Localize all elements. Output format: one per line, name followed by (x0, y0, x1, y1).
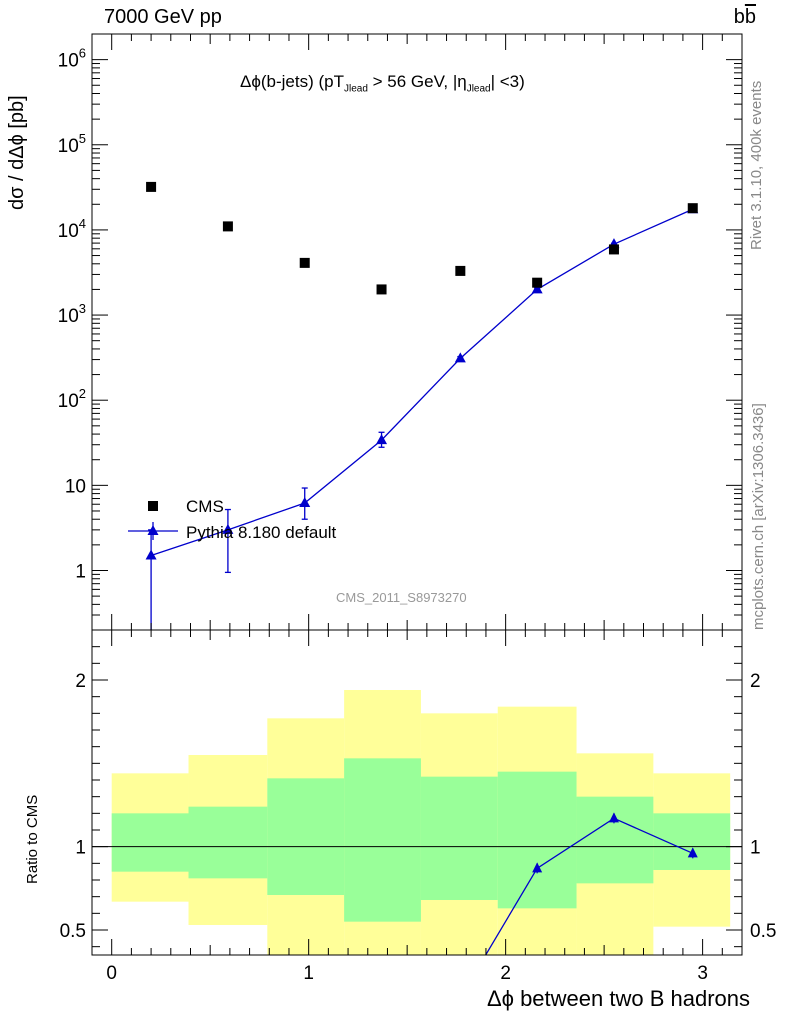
inner-band-bin (653, 813, 731, 870)
legend-marker-cms (148, 501, 158, 511)
main-y-tick-label: 103 (58, 301, 86, 327)
chart-title: Δϕ(b-jets) (pTJlead > 56 GeV, |ηJlead| <… (240, 72, 525, 94)
inner-band-bin (420, 776, 498, 900)
title-sub2: Jlead (466, 83, 491, 95)
legend-label-cms: CMS (186, 497, 224, 516)
process-label: bb (734, 6, 756, 29)
ratio-y-axis-label: Ratio to CMS (24, 794, 41, 884)
cms-point (532, 277, 543, 288)
cms-point (455, 265, 466, 276)
ratio-y-tick-label-right: 0.5 (750, 921, 776, 942)
cms-point (687, 203, 698, 214)
cms-point (608, 244, 619, 255)
title-sub1: Jlead (344, 83, 368, 95)
cms-point (376, 284, 387, 295)
x-tick-label: 1 (303, 963, 314, 984)
ratio-y-tick-label: 0.5 (60, 921, 86, 942)
inner-band-bin (111, 813, 189, 872)
main-y-axis-label: dσ / dΔϕ [pb] (6, 95, 28, 210)
inner-band-bin (497, 771, 577, 909)
inner-band-bin (576, 796, 654, 884)
ratio-y-tick-label: 2 (75, 671, 86, 692)
x-tick-label: 2 (500, 963, 511, 984)
x-axis-label: Δϕ between two B hadrons (486, 986, 750, 1011)
legend-label-pythia: Pythia 8.180 default (186, 523, 337, 542)
process-b-bar: b (744, 6, 756, 28)
main-y-tick-label: 104 (58, 216, 86, 242)
title-pre: Δϕ(b-jets) (pT (240, 72, 344, 91)
cms-point (299, 257, 310, 268)
ratio-pythia-line (484, 817, 694, 955)
pythia-point (454, 352, 466, 363)
pythia-point (376, 434, 388, 445)
pythia-point (222, 523, 234, 534)
main-y-tick-label: 102 (58, 386, 86, 412)
main-y-tick-label: 1 (75, 561, 86, 582)
cms-point (222, 221, 233, 232)
mcplots-reference-text: mcplots.cern.ch [arXiv:1306.3436] (750, 403, 767, 630)
pythia-line (150, 208, 694, 557)
x-tick-label: 3 (697, 963, 708, 984)
title-mid: > 56 GeV, |η (367, 72, 467, 91)
ratio-y-tick-label: 1 (75, 838, 86, 859)
main-y-tick-label: 106 (58, 46, 86, 72)
cms-point (146, 181, 157, 192)
ratio-frame (91, 629, 743, 956)
inner-band-bin (267, 778, 345, 895)
x-tick-label: 0 (106, 963, 117, 984)
inner-band-bin (188, 806, 268, 879)
ratio-y-tick-label-right: 1 (750, 838, 761, 859)
rivet-version-text: Rivet 3.1.10, 400k events (748, 80, 765, 250)
pythia-point (145, 549, 157, 560)
title-post: | <3) (490, 72, 525, 91)
main-y-tick-label: 10 (65, 476, 86, 497)
process-b: b (733, 6, 745, 28)
inner-band-bin (344, 758, 421, 922)
pythia-point (299, 497, 311, 508)
main-y-tick-label: 105 (58, 131, 86, 157)
process-label-text: bb (734, 6, 756, 28)
analysis-watermark: CMS_2011_S8973270 (336, 590, 467, 605)
pythia-point (531, 283, 543, 294)
ratio-bands (111, 690, 731, 955)
legend-marker-pythia (147, 525, 159, 535)
energy-label: 7000 GeV pp (104, 6, 222, 28)
ratio-y-tick-label-right: 2 (750, 671, 761, 692)
